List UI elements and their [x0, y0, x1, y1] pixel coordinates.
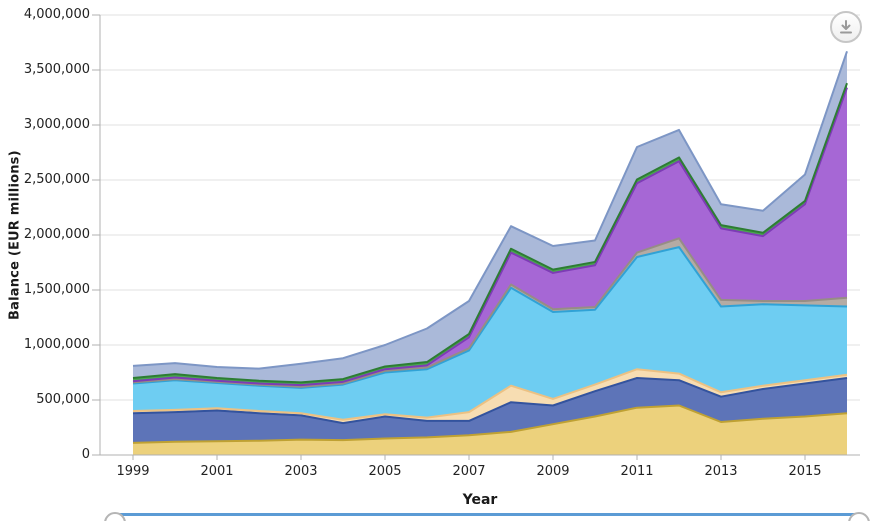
x-tick-label: 2005	[368, 464, 402, 479]
x-tick-label: 2001	[200, 464, 234, 479]
x-tick-label: 2011	[620, 464, 654, 479]
x-tick-label: 2009	[536, 464, 570, 479]
y-tick-label: 500,000	[36, 392, 90, 407]
download-icon	[838, 19, 854, 35]
y-tick-label: 1,000,000	[23, 337, 90, 352]
x-tick-label: 2015	[788, 464, 822, 479]
y-tick-label: 1,500,000	[23, 282, 90, 297]
y-tick-label: 3,500,000	[23, 62, 90, 77]
x-axis-title: Year	[462, 492, 498, 508]
download-button[interactable]	[830, 11, 862, 43]
x-tick-label: 2003	[284, 464, 318, 479]
x-tick-label: 2013	[704, 464, 738, 479]
x-tick-label: 2007	[452, 464, 486, 479]
y-tick-label: 0	[81, 447, 90, 462]
x-tick-label: 1999	[116, 464, 150, 479]
y-tick-label: 2,000,000	[23, 227, 90, 242]
y-tick-label: 3,000,000	[23, 117, 90, 132]
y-tick-label: 2,500,000	[23, 172, 90, 187]
range-slider-track[interactable]	[116, 513, 856, 516]
y-tick-label: 4,000,000	[23, 7, 90, 22]
